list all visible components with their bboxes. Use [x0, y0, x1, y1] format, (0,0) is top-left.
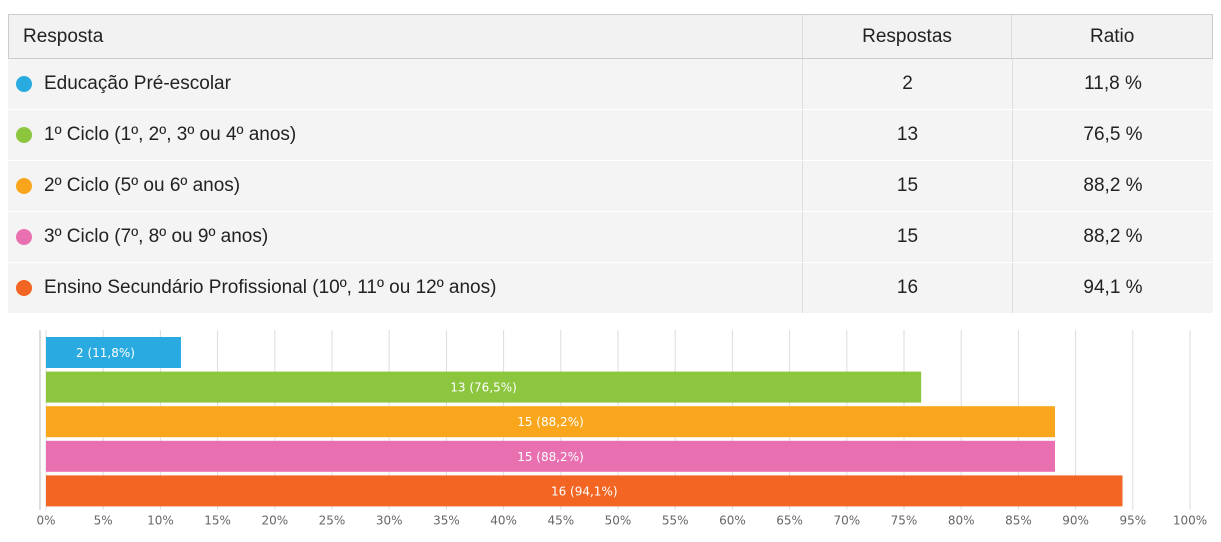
- cell-text: 11,8 %: [1084, 73, 1142, 94]
- table-cell: 16: [803, 263, 1013, 313]
- legend-dot: [16, 280, 32, 296]
- cell-text: 76,5 %: [1083, 124, 1143, 145]
- cell-text: 2: [902, 73, 913, 94]
- x-tick-label: 25%: [319, 514, 346, 528]
- table-cell: 2: [803, 59, 1013, 109]
- bar: [46, 406, 1056, 438]
- cell-text: 13: [896, 124, 919, 145]
- legend-dot: [16, 127, 32, 143]
- x-tick-label: 15%: [204, 514, 231, 528]
- cell-text: 15: [896, 175, 919, 196]
- x-tick-label: 55%: [662, 514, 689, 528]
- bar: [46, 337, 181, 368]
- cell-text: 15: [896, 226, 919, 247]
- header-cell: Ratio: [1089, 25, 1135, 47]
- value-label: 13 (76,5%): [450, 381, 517, 395]
- x-tick-label: 100%: [1173, 514, 1207, 528]
- table-cell: 76,5 %: [1013, 110, 1213, 160]
- x-tick-label: 95%: [1119, 514, 1146, 528]
- table-cell: 11,8 %: [1013, 59, 1213, 109]
- header-cell: Respostas: [803, 15, 1013, 58]
- x-tick-label: 0%: [36, 514, 55, 528]
- cell-text: Educação Pré-escolar: [44, 73, 231, 94]
- x-tick-label: 30%: [376, 514, 403, 528]
- table-cell: 88,2 %: [1013, 212, 1213, 262]
- x-tick-label: 20%: [261, 514, 288, 528]
- header-row: Resposta Respostas Ratio: [8, 14, 1213, 59]
- x-tick-label: 70%: [833, 514, 860, 528]
- table-row: 2º Ciclo (5º ou 6º anos) 15 88,2 %: [8, 161, 1213, 212]
- x-tick-label: 80%: [948, 514, 975, 528]
- x-tick-label: 65%: [776, 514, 803, 528]
- table-cell: 13: [803, 110, 1013, 160]
- table-cell: 2º Ciclo (5º ou 6º anos): [8, 161, 803, 211]
- value-label: 15 (88,2%): [517, 415, 584, 429]
- cell-text: 2º Ciclo (5º ou 6º anos): [44, 175, 241, 196]
- table-row: Ensino Secundário Profissional (10º, 11º…: [8, 263, 1213, 314]
- table-row: 3º Ciclo (7º, 8º ou 9º anos) 15 88,2 %: [8, 212, 1213, 263]
- x-tick-label: 85%: [1005, 514, 1032, 528]
- table-row: Educação Pré-escolar 2 11,8 %: [8, 59, 1213, 110]
- x-tick-label: 10%: [147, 514, 174, 528]
- table-cell: 3º Ciclo (7º, 8º ou 9º anos): [8, 212, 803, 262]
- table-cell: 94,1 %: [1013, 263, 1213, 313]
- table-row: 1º Ciclo (1º, 2º, 3º ou 4º anos) 13 76,5 %: [8, 110, 1213, 161]
- value-label: 15 (88,2%): [517, 450, 584, 464]
- x-tick-label: 90%: [1062, 514, 1089, 528]
- value-label: 16 (94,1%): [551, 484, 618, 498]
- legend-dot: [16, 76, 32, 92]
- bar: [46, 440, 1056, 472]
- header-cell: Resposta: [9, 15, 803, 58]
- results-table: Resposta Respostas Ratio Educação Pré-escol…: [8, 14, 1213, 314]
- table-cell: 88,2 %: [1013, 161, 1213, 211]
- cell-text: 1º Ciclo (1º, 2º, 3º ou 4º anos): [44, 124, 297, 145]
- x-tick-label: 45%: [547, 514, 574, 528]
- table-cell: 1º Ciclo (1º, 2º, 3º ou 4º anos): [8, 110, 803, 160]
- table-cell: Ensino Secundário Profissional (10º, 11º…: [8, 263, 803, 313]
- cell-text: 3º Ciclo (7º, 8º ou 9º anos): [44, 226, 269, 247]
- cell-text: 88,2 %: [1083, 226, 1143, 247]
- table-cell: 15: [803, 212, 1013, 262]
- cell-text: 94,1 %: [1083, 277, 1143, 298]
- x-tick-label: 35%: [433, 514, 460, 528]
- x-tick-label: 75%: [891, 514, 918, 528]
- value-label: 2 (11,8%): [76, 346, 135, 360]
- cell-text: 88,2 %: [1083, 175, 1143, 196]
- cell-text: Ensino Secundário Profissional (10º, 11º…: [44, 277, 497, 298]
- table-cell: 15: [803, 161, 1013, 211]
- table-cell: Educação Pré-escolar: [8, 59, 803, 109]
- bar: [46, 371, 922, 403]
- x-tick-label: 5%: [94, 514, 113, 528]
- legend-dot: [16, 178, 32, 194]
- bar: [46, 475, 1123, 507]
- x-tick-label: 40%: [490, 514, 517, 528]
- cell-text: 16: [896, 277, 919, 298]
- x-tick-label: 50%: [605, 514, 632, 528]
- legend-dot: [16, 229, 32, 245]
- x-tick-label: 60%: [719, 514, 746, 528]
